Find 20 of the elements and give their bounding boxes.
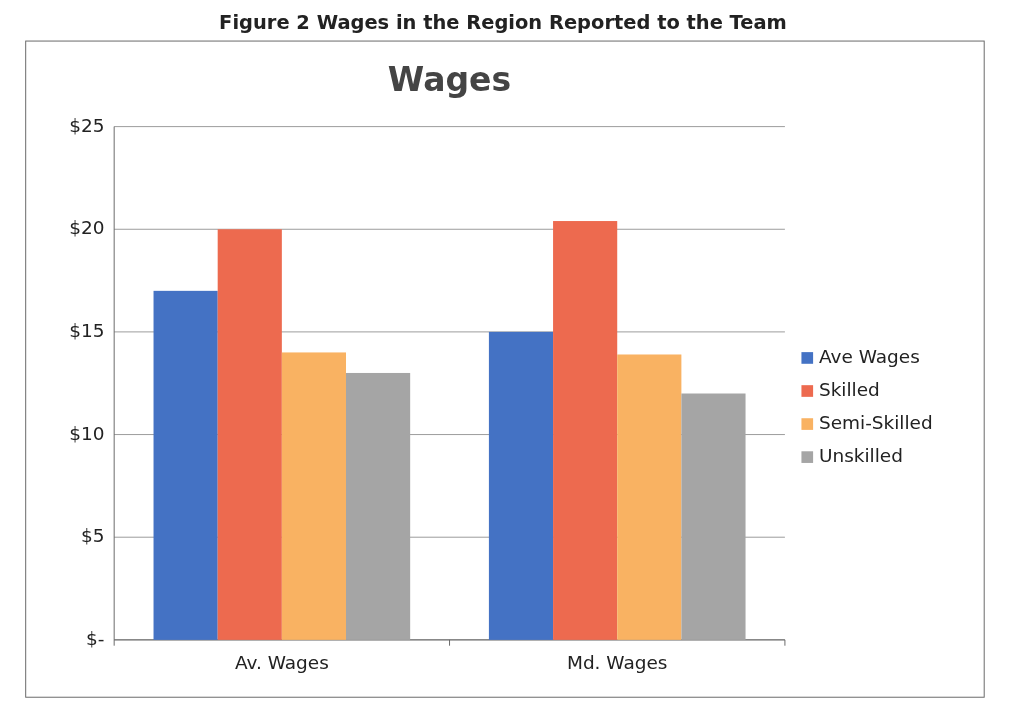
caption: Figure 2 Wages in the Region Reported to the Team	[219, 11, 787, 35]
legend-label: Semi-Skilled	[818, 412, 933, 434]
bar	[488, 331, 554, 640]
bar	[617, 354, 682, 640]
bar	[281, 352, 346, 640]
y-tick-label: $10	[69, 422, 105, 444]
y-tick-label: $-	[86, 627, 105, 649]
y-tick-label: $5	[80, 525, 105, 547]
x-tick-label: Md. Wages	[566, 652, 668, 674]
chart-title: Wages	[387, 59, 512, 99]
bar	[217, 229, 282, 640]
legend-label: Skilled	[818, 379, 880, 401]
legend-label: Ave Wages	[818, 345, 920, 367]
y-tick-label: $20	[69, 217, 105, 239]
bar	[153, 290, 218, 640]
y-tick-label: $15	[69, 319, 105, 341]
bar	[553, 221, 618, 640]
x-tick-label: Av. Wages	[234, 652, 329, 674]
legend-label: Unskilled	[818, 445, 903, 467]
y-tick-label: $25	[69, 114, 105, 136]
